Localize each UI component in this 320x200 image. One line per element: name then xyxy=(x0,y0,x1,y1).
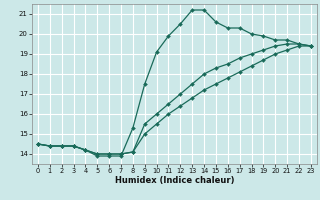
X-axis label: Humidex (Indice chaleur): Humidex (Indice chaleur) xyxy=(115,176,234,185)
